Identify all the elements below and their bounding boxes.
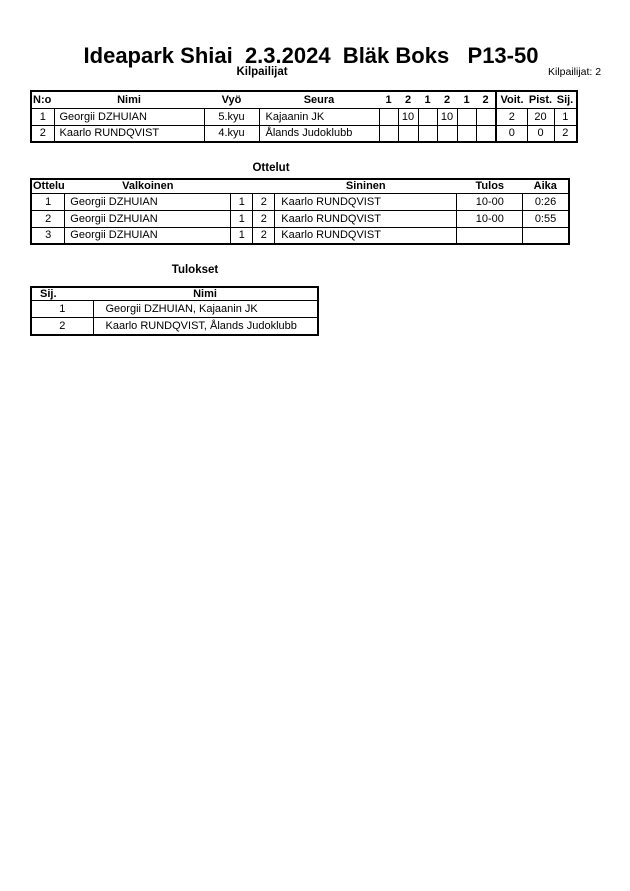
cell-score2 [397,124,419,143]
cell-sij: 1 [30,300,94,318]
col-header-sij: Sij. [31,287,93,301]
match-row: 3 Georgii DZHUIAN 1 2 Kaarlo RUNDQVIST [30,226,570,245]
cell-blue-no: 2 [252,192,276,211]
cell-pist: 20 [526,107,555,126]
cell-sij: 2 [553,124,578,143]
cell-score1 [378,124,399,143]
cell-score4 [436,124,458,143]
cell-valkoinen: Georgii DZHUIAN [64,209,232,228]
matches-table: Ottelu Valkoinen Sininen Tulos Aika 1 Ge… [30,178,570,245]
col-header-sij: Sij. [554,91,577,109]
cell-vyo: 4.kyu [203,124,260,143]
competitor-row: 1 Georgii DZHUIAN 5.kyu Kajaanin JK 10 1… [30,107,578,126]
results-header-row: Sij. Nimi [31,287,318,301]
cell-voit: 2 [495,107,528,126]
col-header-score5: 1 [457,91,476,109]
cell-nimi: Kaarlo RUNDQVIST [53,124,205,143]
cell-no: 1 [30,107,55,126]
col-header-white-score [230,179,253,194]
cell-vyo: 5.kyu [203,107,260,126]
col-header-score3: 1 [418,91,437,109]
cell-score6 [475,124,497,143]
cell-aika: 0:26 [522,192,570,211]
cell-nimi: Georgii DZHUIAN, Kajaanin JK [92,300,319,318]
result-row: 1 Georgii DZHUIAN, Kajaanin JK [30,300,319,318]
col-header-valkoinen: Valkoinen [64,179,231,194]
cell-match-no: 1 [30,192,66,211]
cell-white-no: 1 [230,209,254,228]
col-header-seura: Seura [259,91,379,109]
col-header-ottelu: Ottelu [31,179,65,194]
cell-seura: Ålands Judoklubb [258,124,380,143]
competitor-row: 2 Kaarlo RUNDQVIST 4.kyu Ålands Judoklub… [30,124,578,143]
cell-sij: 1 [553,107,578,126]
cell-score3 [417,124,438,143]
col-header-pist: Pist. [527,91,554,109]
cell-score2: 10 [397,107,419,126]
section-label-ottelut: Ottelut [252,162,290,174]
page-title: Ideapark Shiai 2.3.2024 Bläk Boks P13-50 [83,43,539,68]
cell-match-no: 2 [30,209,66,228]
cell-aika [522,226,570,245]
cell-sininen: Kaarlo RUNDQVIST [274,192,458,211]
col-header-tulos: Tulos [456,179,523,194]
cell-sininen: Kaarlo RUNDQVIST [274,209,458,228]
col-header-score6: 2 [476,91,496,109]
col-header-aika: Aika [522,179,569,194]
cell-valkoinen: Georgii DZHUIAN [64,226,232,245]
match-row: 2 Georgii DZHUIAN 1 2 Kaarlo RUNDQVIST 1… [30,209,570,228]
section-label-tulokset: Tulokset [171,264,219,276]
cell-blue-no: 2 [252,209,276,228]
col-header-nimi: Nimi [54,91,204,109]
cell-nimi: Kaarlo RUNDQVIST, Ålands Judoklubb [92,317,319,335]
cell-white-no: 1 [230,192,254,211]
match-row: 1 Georgii DZHUIAN 1 2 Kaarlo RUNDQVIST 1… [30,192,570,211]
cell-valkoinen: Georgii DZHUIAN [64,192,232,211]
cell-voit: 0 [495,124,528,143]
col-header-voit: Voit. [495,91,527,109]
result-row: 2 Kaarlo RUNDQVIST, Ålands Judoklubb [30,317,319,335]
cell-tulos [456,226,524,245]
cell-score1 [378,107,399,126]
competitors-header-row: N:o Nimi Vyö Seura 1 2 1 2 1 2 Voit. Pis… [31,91,577,109]
cell-aika: 0:55 [522,209,570,228]
section-label-kilpailijat: Kilpailijat [236,66,288,78]
col-header-score2: 2 [398,91,418,109]
cell-score6 [475,107,497,126]
cell-score4: 10 [436,107,458,126]
cell-score5 [456,124,477,143]
col-header-vyo: Vyö [204,91,259,109]
cell-match-no: 3 [30,226,66,245]
cell-score5 [456,107,477,126]
cell-seura: Kajaanin JK [258,107,380,126]
participants-count: Kilpailijat: 2 [548,66,602,78]
matches-header-row: Ottelu Valkoinen Sininen Tulos Aika [31,179,569,194]
cell-white-no: 1 [230,226,254,245]
cell-blue-no: 2 [252,226,276,245]
col-header-blue-score [252,179,275,194]
cell-tulos: 10-00 [456,192,524,211]
col-header-no: N:o [31,91,54,109]
cell-sininen: Kaarlo RUNDQVIST [274,226,458,245]
cell-tulos: 10-00 [456,209,524,228]
cell-pist: 0 [526,124,555,143]
cell-no: 2 [30,124,55,143]
col-header-sininen: Sininen [274,179,457,194]
cell-score3 [417,107,438,126]
cell-sij: 2 [30,317,94,335]
col-header-score1: 1 [379,91,398,109]
competitors-table: N:o Nimi Vyö Seura 1 2 1 2 1 2 Voit. Pis… [30,90,578,143]
col-header-nimi: Nimi [93,287,318,301]
cell-nimi: Georgii DZHUIAN [53,107,205,126]
results-table: Sij. Nimi 1 Georgii DZHUIAN, Kajaanin JK… [30,286,319,336]
col-header-score4: 2 [437,91,457,109]
